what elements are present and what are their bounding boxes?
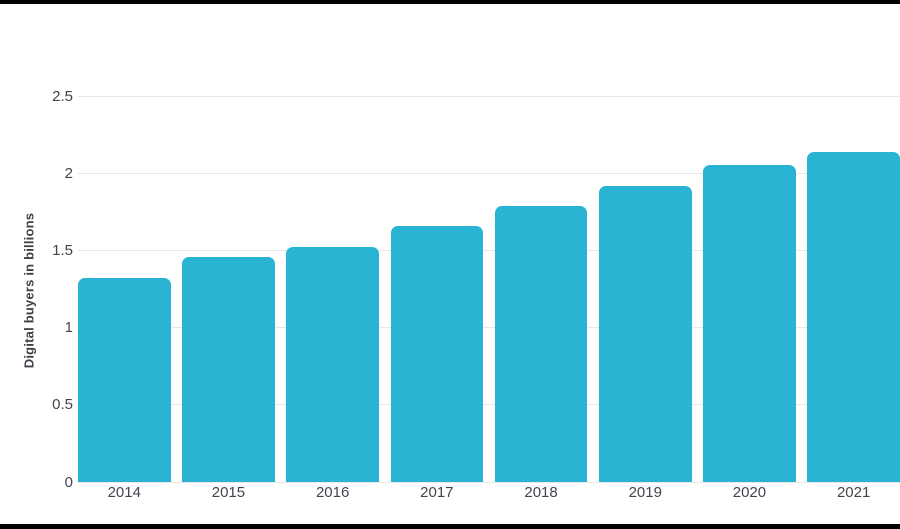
x-tick-label-2014: 2014 <box>107 484 141 501</box>
bar-2018 <box>494 205 588 482</box>
bar-2014 <box>78 278 171 482</box>
bar-2016 <box>286 247 379 482</box>
x-tick-label-2018: 2018 <box>524 484 558 501</box>
y-tick-label: 2 <box>64 164 73 182</box>
x-tick-label-2016: 2016 <box>315 484 350 501</box>
top-border-bar <box>0 0 900 4</box>
y-axis-title: Digital buyers in billions <box>21 212 37 369</box>
y-tick-label: 0.5 <box>52 396 73 414</box>
gridline-0.5 <box>78 404 900 406</box>
x-tick-label-2019: 2019 <box>628 484 662 501</box>
y-tick-label: 2.5 <box>52 87 73 105</box>
gridline-1 <box>78 327 900 329</box>
x-tick-label-2017: 2017 <box>420 484 454 501</box>
gridline-1.5 <box>78 249 900 251</box>
y-tick-label: 1 <box>64 319 73 337</box>
gridline-2.5 <box>78 95 900 97</box>
y-tick-label: 0 <box>64 473 73 491</box>
bar-2021 <box>807 151 900 482</box>
bottom-border-bar <box>0 524 900 529</box>
bar-2019 <box>599 185 692 482</box>
x-tick-label-2020: 2020 <box>732 484 767 501</box>
gridline-2 <box>78 172 900 174</box>
gridline-0 <box>78 481 900 483</box>
x-tick-label-2021: 2021 <box>836 484 871 501</box>
y-tick-label: 1.5 <box>52 241 73 259</box>
bar-2020 <box>703 165 796 482</box>
x-tick-label-2015: 2015 <box>211 484 246 501</box>
bar-2015 <box>182 256 275 482</box>
bar-2017 <box>390 225 484 482</box>
